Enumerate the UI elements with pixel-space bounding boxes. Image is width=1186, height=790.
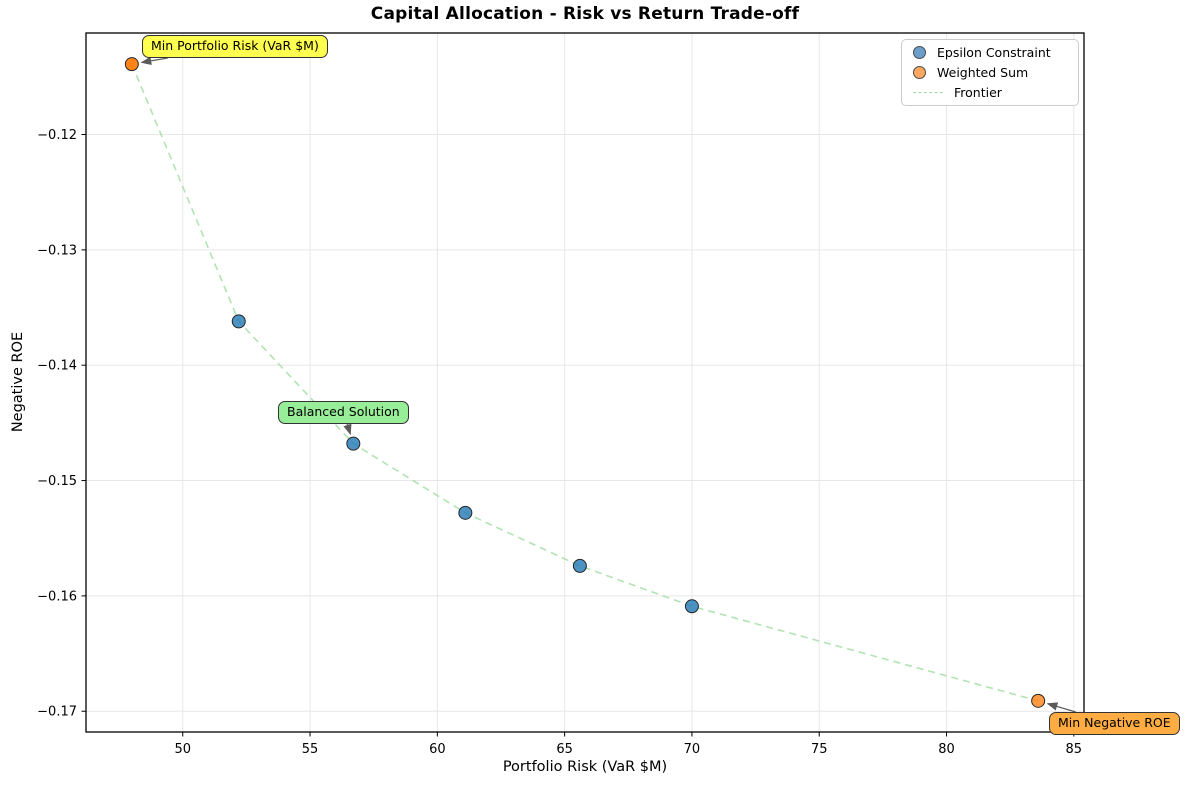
circle-icon: [913, 46, 926, 59]
data-point: [458, 505, 473, 520]
annotation-min-roe: Min Negative ROE: [1049, 712, 1180, 735]
y-tick-label: −0.17: [37, 705, 77, 720]
annotation-min-risk: Min Portfolio Risk (VaR $M): [142, 35, 328, 58]
legend-item-weighted-sum: Weighted Sum: [913, 65, 1078, 80]
annotation-arrow: [343, 423, 352, 436]
data-point: [231, 314, 246, 329]
x-tick-label: 50: [174, 742, 191, 757]
dashed-line-icon: [913, 92, 943, 93]
legend-item-epsilon-constraint: Epsilon Constraint: [913, 45, 1078, 60]
legend: Epsilon Constraint Weighted Sum Frontier: [901, 39, 1079, 106]
plot-border: [85, 32, 1085, 733]
annotation-arrow: [1046, 702, 1076, 713]
y-tick-label: −0.15: [37, 474, 77, 489]
x-tick-label: 85: [1066, 742, 1083, 757]
data-point: [124, 57, 139, 72]
x-tick-label: 70: [684, 742, 701, 757]
data-point: [346, 436, 361, 451]
x-tick-label: 80: [938, 742, 955, 757]
circle-icon: [913, 66, 926, 79]
annotation-balanced: Balanced Solution: [278, 401, 409, 424]
x-tick-label: 60: [429, 742, 446, 757]
legend-label: Frontier: [954, 85, 1002, 100]
y-tick-label: −0.14: [37, 359, 77, 374]
x-tick-label: 55: [302, 742, 319, 757]
legend-item-frontier: Frontier: [913, 85, 1078, 100]
annotation-arrow: [140, 56, 168, 65]
y-axis-label: Negative ROE: [10, 331, 26, 433]
x-tick-label: 65: [556, 742, 573, 757]
data-point: [572, 558, 587, 573]
y-tick-label: −0.12: [37, 128, 77, 143]
y-tick-label: −0.16: [37, 589, 77, 604]
legend-label: Epsilon Constraint: [937, 45, 1051, 60]
y-tick-label: −0.13: [37, 243, 77, 258]
data-point: [684, 599, 699, 614]
chart-title: Capital Allocation - Risk vs Return Trad…: [370, 4, 800, 24]
x-tick-label: 75: [811, 742, 828, 757]
legend-label: Weighted Sum: [937, 65, 1029, 80]
x-axis-label: Portfolio Risk (VaR $M): [502, 759, 668, 775]
data-point: [1031, 693, 1046, 708]
frontier-line: [131, 63, 1039, 702]
